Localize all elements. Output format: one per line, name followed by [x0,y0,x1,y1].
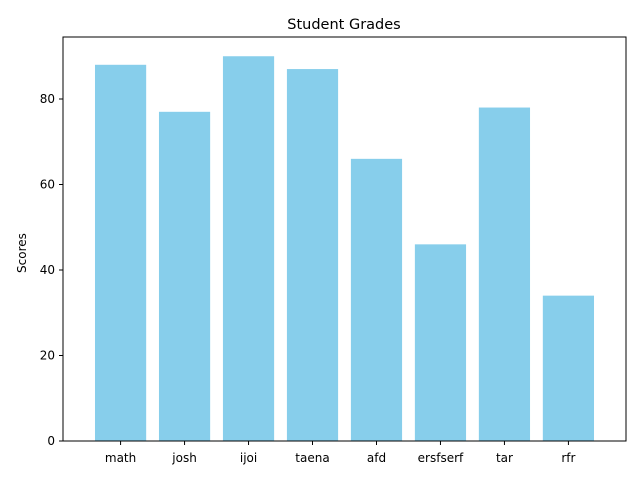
x-tick-label: ersfserf [418,451,464,465]
chart-title: Student Grades [287,17,400,33]
y-axis-label: Scores [15,233,29,273]
bars-group [94,56,595,442]
bar-rfr [542,295,595,441]
y-tick-label: 40 [40,263,55,277]
y-tick-label: 60 [40,177,55,191]
bar-afd [350,158,403,442]
x-ticks-group: math josh ijoi taena afd ersfserf tar rfr [105,441,576,465]
bar-josh [158,111,211,441]
bar-tar [478,107,531,442]
bar-math [94,64,147,441]
x-tick-label: tar [496,451,513,465]
x-tick-label: afd [367,451,386,465]
x-tick-label: josh [171,451,197,465]
x-tick-label: taena [295,451,329,465]
x-tick-label: math [105,451,136,465]
y-tick-label: 0 [47,434,55,448]
bar-ersfserf [414,244,467,441]
x-tick-label: rfr [561,451,575,465]
bar-taena [286,69,339,442]
plot-frame [62,36,627,442]
y-tick-label: 20 [40,348,55,362]
bar-ijoi [222,56,275,441]
y-ticks-group: 0 20 40 60 80 [40,92,63,448]
y-tick-label: 80 [40,92,55,106]
x-tick-label: ijoi [240,451,257,465]
